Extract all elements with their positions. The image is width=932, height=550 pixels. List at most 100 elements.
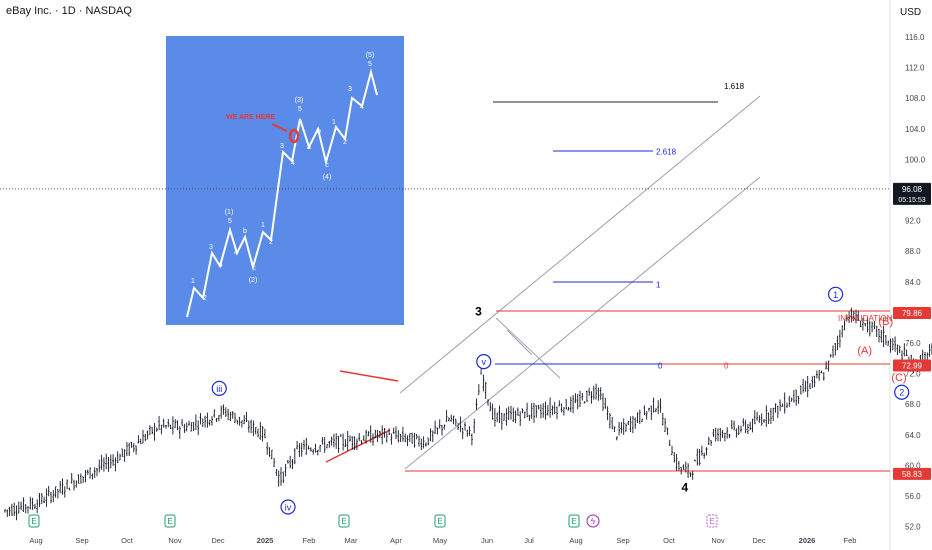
inset-wave-label: 3 — [209, 244, 213, 251]
wave-label-4: 4 — [681, 481, 688, 495]
earnings-marker — [28, 514, 40, 528]
earnings-marker — [338, 514, 350, 528]
inset-wave-label: 3 — [280, 143, 284, 150]
inset-background — [166, 36, 404, 325]
wave-circle-iv — [280, 499, 296, 515]
fib-label: 1 — [656, 280, 661, 289]
fib-label: 0 — [724, 361, 729, 370]
inset-wave-label: 5 — [298, 106, 302, 113]
correction-channel-line — [495, 317, 561, 379]
inset-wave-label: (4) — [323, 174, 332, 181]
y-tick-label: 52.0 — [905, 523, 921, 532]
wave-circle-label-v: v — [482, 357, 487, 367]
price-tag-79.86 — [893, 306, 931, 319]
earnings-marker-label: E — [31, 517, 36, 526]
y-tick-label: 116.0 — [905, 33, 925, 42]
y-tick-label: 104.0 — [905, 125, 926, 134]
x-tick-label: Feb — [303, 536, 316, 545]
x-tick-label: Sep — [616, 536, 629, 545]
inset-wave-label: a — [307, 144, 311, 151]
inset-wave-label: (5) — [366, 52, 375, 59]
wave-circle-2 — [894, 384, 910, 400]
wave-circle-v — [476, 354, 492, 370]
wave-circle-1 — [827, 286, 844, 302]
inset-wave-label: 1 — [261, 222, 265, 229]
wave-circle-label-1: 1 — [833, 290, 838, 300]
x-tick-label: Oct — [121, 536, 134, 545]
y-tick-label: 56.0 — [905, 492, 921, 501]
x-tick-label: May — [433, 536, 447, 545]
inset-wave-label: 2 — [203, 295, 207, 302]
inset-wave-label: 4 — [291, 160, 295, 167]
event-marker-label: ϟ — [591, 517, 596, 526]
inset-wave-label: 5 — [228, 218, 232, 225]
x-tick-label: Apr — [390, 536, 402, 545]
inset-wave-label: 3 — [348, 86, 352, 93]
earnings-marker — [164, 514, 176, 528]
y-tick-label: 76.0 — [905, 339, 921, 348]
x-tick-label: Dec — [211, 536, 225, 545]
inset-wave-label: 2 — [343, 139, 347, 146]
inset-wave-label: (1) — [225, 209, 234, 216]
channel-upper-line — [399, 95, 761, 394]
price-tag-58.83 — [893, 467, 931, 480]
x-tick-label: Jul — [524, 536, 534, 545]
future-earnings-marker — [706, 514, 718, 528]
inset-wave-label: c — [325, 162, 329, 169]
wave-circle-label-iii: iii — [216, 384, 222, 394]
inset-wave-label: a — [234, 249, 238, 256]
earnings-marker-label: E — [341, 517, 346, 526]
currency-label: USD — [900, 7, 922, 18]
inset-wave-label: (2) — [249, 277, 258, 284]
x-tick-label: Aug — [569, 536, 582, 545]
y-tick-label: 100.0 — [905, 155, 926, 164]
y-tick-label: 60.0 — [905, 461, 921, 470]
inset-wave-label: 4 — [360, 104, 364, 111]
fib-label: INVALIDATION — [838, 314, 893, 323]
wave-label-B: (B) — [879, 316, 894, 328]
inset-wave-label: 2 — [269, 239, 273, 246]
x-tick-label: Feb — [844, 536, 857, 545]
event-marker — [586, 514, 600, 528]
we-are-here-label: WE ARE HERE — [226, 114, 275, 121]
earnings-marker-label: E — [571, 517, 576, 526]
fib-label: 0 — [658, 361, 663, 370]
y-tick-label: 64.0 — [905, 431, 921, 440]
price-tag-label: 72.99 — [902, 362, 923, 371]
fib-label: 2.618 — [656, 147, 677, 156]
inset-wave-label: 4 — [219, 262, 223, 269]
inset-wave-label: b — [243, 228, 247, 235]
inset-wave-label: (3) — [295, 97, 304, 104]
x-tick-label: Sep — [75, 536, 88, 545]
wave-label-3: 3 — [475, 305, 482, 319]
wave-circle-iii — [211, 380, 227, 396]
we-are-here-marker — [288, 128, 300, 144]
x-tick-label: 2026 — [799, 536, 816, 545]
triangle-lower-line — [325, 429, 391, 463]
wave-circle-label-iv: iv — [285, 502, 292, 512]
fib-label: 1.618 — [724, 82, 745, 91]
countdown-label: 05:15:53 — [898, 197, 925, 204]
wave-label-C: (C) — [891, 372, 906, 384]
future-earnings-label: E — [709, 517, 714, 526]
chart-title: eBay Inc. · 1D · NASDAQ — [6, 5, 132, 17]
y-tick-label: 112.0 — [905, 64, 925, 73]
inset-wave-label: c — [252, 265, 256, 272]
y-tick-label: 72.0 — [905, 370, 921, 379]
x-tick-label: Dec — [752, 536, 766, 545]
wave-circle-label-2: 2 — [899, 388, 904, 398]
wave-label-A: (A) — [857, 345, 872, 357]
y-tick-label: 92.0 — [905, 217, 921, 226]
we-are-here-arrow — [271, 123, 288, 132]
inset-wave-label: 5 — [368, 61, 372, 68]
channel-lower-line — [404, 176, 761, 470]
price-tag-label: 58.83 — [902, 470, 923, 479]
price-tag-96.08 — [893, 182, 931, 205]
wave-roadmap-inset: 1 2 3 4 5 a b c (2) 1 2 3 4 5 (3) a b c (4) 1 2 3 4 5 (5) (1) WE A… — [166, 36, 404, 325]
candles — [4, 307, 932, 521]
inset-wave-path — [186, 68, 378, 318]
y-tick-label: 108.0 — [905, 94, 926, 103]
price-tag-72.99 — [893, 359, 931, 372]
triangle-upper-line — [339, 370, 399, 382]
